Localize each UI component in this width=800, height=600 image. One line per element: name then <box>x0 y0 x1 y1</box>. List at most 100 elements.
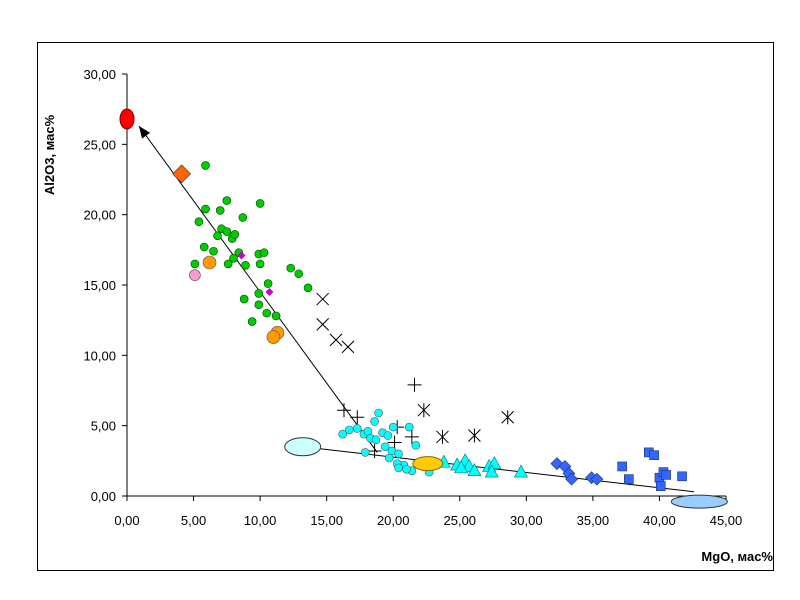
data-point <box>402 464 411 474</box>
data-point <box>284 437 322 457</box>
data-point <box>565 472 579 486</box>
data-point <box>649 450 659 461</box>
data-point <box>467 463 482 476</box>
data-point <box>202 255 217 270</box>
data-marks <box>119 108 728 509</box>
data-point <box>661 470 671 480</box>
data-point <box>374 408 383 418</box>
data-point <box>394 463 403 473</box>
data-point <box>254 300 264 309</box>
data-point <box>303 283 313 293</box>
data-point <box>230 230 240 239</box>
data-point <box>222 196 232 205</box>
data-point <box>189 269 201 281</box>
data-point <box>194 217 204 226</box>
data-point <box>514 464 529 478</box>
data-point <box>294 269 304 279</box>
x-tick-label: 35,00 <box>577 513 610 528</box>
data-point <box>383 431 393 440</box>
data-point <box>436 429 449 444</box>
data-point <box>407 377 422 392</box>
data-point <box>387 435 402 450</box>
data-point <box>229 253 238 263</box>
data-point <box>677 471 687 482</box>
chart-frame: 0,00 5,00 10,00 15,00 20,00 25,00 30,00 35,00 40… <box>37 42 774 571</box>
data-point <box>404 429 419 444</box>
data-point <box>501 410 515 425</box>
data-point <box>172 164 191 184</box>
data-point <box>213 231 222 241</box>
data-point <box>255 259 265 269</box>
data-point <box>468 428 481 443</box>
data-point <box>352 424 362 433</box>
data-point <box>341 340 355 354</box>
y-axis-title: Al2O3, мас% <box>42 114 57 195</box>
data-point <box>336 403 351 418</box>
x-tick-label: 45,00 <box>710 513 743 528</box>
data-point <box>380 442 390 452</box>
data-point <box>119 108 135 130</box>
y-tick-label: 25,00 <box>83 137 116 152</box>
data-point <box>254 289 264 298</box>
data-point <box>316 292 330 306</box>
data-point <box>670 494 728 509</box>
data-point <box>266 330 281 344</box>
data-point <box>454 460 469 474</box>
data-point <box>338 429 347 439</box>
y-tick-label: 0,00 <box>91 489 116 504</box>
x-tick-label: 25,00 <box>444 513 477 528</box>
data-point <box>590 472 604 486</box>
data-point <box>617 461 627 472</box>
data-point <box>329 333 343 347</box>
data-point <box>316 318 330 331</box>
x-tick-label: 10,00 <box>244 513 277 528</box>
y-tick-label: 20,00 <box>83 208 116 223</box>
data-point <box>239 294 249 304</box>
data-point <box>247 317 257 326</box>
data-point <box>259 248 269 257</box>
data-point <box>201 204 210 214</box>
data-point <box>404 422 414 432</box>
x-tick-label: 30,00 <box>510 513 543 528</box>
data-point <box>199 242 209 252</box>
data-point <box>271 311 281 321</box>
data-point <box>411 441 421 450</box>
x-tick-label: 20,00 <box>377 513 410 528</box>
data-point <box>263 279 273 288</box>
data-point <box>201 161 210 170</box>
axes: 0,00 5,00 10,00 15,00 20,00 25,00 30,00 35,00 40… <box>83 67 742 528</box>
data-point <box>417 403 431 418</box>
data-point <box>237 251 246 260</box>
data-point <box>350 410 365 425</box>
y-tick-label: 10,00 <box>83 348 116 363</box>
x-tick-label: 40,00 <box>643 513 676 528</box>
data-point <box>215 206 225 215</box>
data-point <box>412 456 444 472</box>
y-tick-label: 15,00 <box>83 278 116 293</box>
x-tick-label: 0,00 <box>114 513 139 528</box>
data-point <box>384 453 394 463</box>
data-point <box>255 199 265 208</box>
data-point <box>624 474 634 484</box>
x-axis-title: MgO, мас% <box>701 549 773 564</box>
data-point <box>370 417 379 426</box>
data-point <box>265 288 274 297</box>
x-tick-label: 15,00 <box>310 513 343 528</box>
data-point <box>223 259 233 269</box>
data-point <box>484 464 499 478</box>
scatter-plot: 0,00 5,00 10,00 15,00 20,00 25,00 30,00 35,00 40… <box>42 67 773 564</box>
y-tick-label: 5,00 <box>91 419 116 434</box>
data-point <box>222 227 232 236</box>
data-point <box>209 246 218 256</box>
trend-arrowhead <box>138 126 151 139</box>
data-point <box>394 449 403 459</box>
data-point <box>190 259 200 269</box>
y-tick-label: 30,00 <box>83 67 116 82</box>
data-point <box>388 422 398 432</box>
data-point <box>241 261 250 270</box>
data-point <box>367 443 382 458</box>
data-point <box>360 448 370 457</box>
data-point <box>371 435 381 445</box>
data-point <box>286 263 296 273</box>
data-point <box>655 481 666 491</box>
